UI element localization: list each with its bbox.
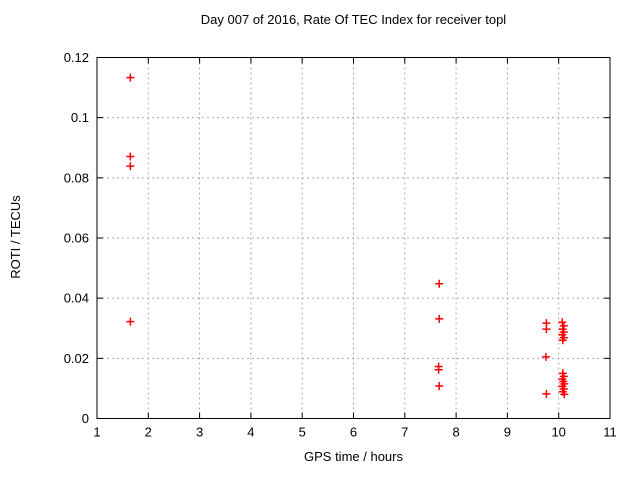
- data-point-marker: [126, 317, 135, 326]
- x-tick-label: 5: [299, 425, 306, 440]
- data-point-marker: [541, 352, 550, 361]
- chart-title: Day 007 of 2016, Rate Of TEC Index for r…: [200, 12, 507, 27]
- x-tick-label: 3: [196, 425, 203, 440]
- data-point-marker: [126, 162, 135, 171]
- y-tick-label: 0.08: [64, 170, 89, 185]
- y-tick-label: 0.06: [64, 231, 89, 246]
- data-point-marker: [435, 382, 444, 391]
- data-point-marker: [434, 365, 443, 374]
- data-point-marker: [435, 314, 444, 323]
- data-point-marker: [558, 318, 567, 327]
- data-point-marker: [542, 325, 551, 334]
- x-tick-label: 10: [551, 425, 565, 440]
- x-tick-label: 2: [145, 425, 152, 440]
- data-point-marker: [126, 152, 135, 161]
- y-tick-label: 0.1: [71, 110, 89, 125]
- x-tick-label: 11: [603, 425, 617, 440]
- x-tick-label: 9: [504, 425, 511, 440]
- x-tick-label: 8: [452, 425, 459, 440]
- data-point-marker: [435, 279, 444, 288]
- y-tick-label: 0.12: [64, 50, 89, 65]
- y-tick-label: 0.02: [64, 351, 89, 366]
- x-tick-label: 1: [93, 425, 100, 440]
- data-point-marker: [542, 389, 551, 398]
- x-tick-label: 7: [401, 425, 408, 440]
- data-point-marker: [126, 73, 135, 82]
- data-point-marker: [560, 390, 569, 399]
- data-point-marker: [558, 336, 567, 345]
- y-tick-label: 0.04: [64, 291, 89, 306]
- y-axis-label: ROTI / TECUs: [8, 195, 23, 279]
- x-tick-label: 6: [350, 425, 357, 440]
- y-tick-label: 0: [82, 411, 89, 426]
- x-axis-label: GPS time / hours: [304, 449, 403, 464]
- x-tick-label: 4: [247, 425, 254, 440]
